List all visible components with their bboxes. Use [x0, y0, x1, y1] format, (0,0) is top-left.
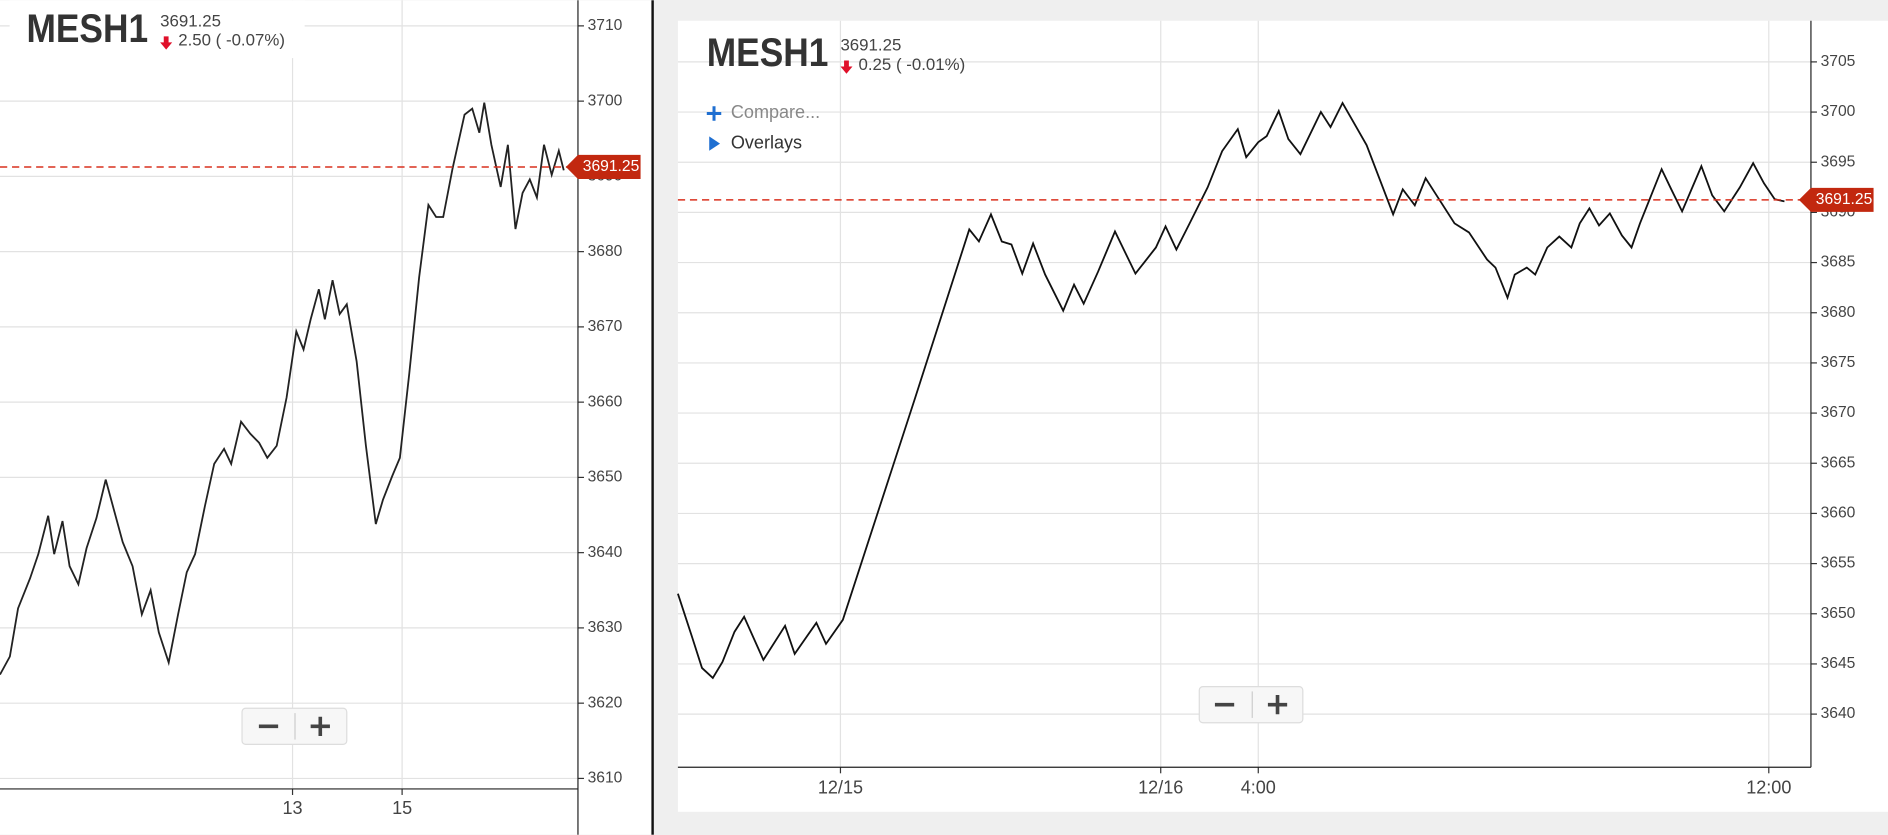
price-line: [0, 102, 565, 676]
down-arrow: [160, 36, 173, 50]
y-tick-label: 3685: [1821, 254, 1856, 271]
price-tag: [565, 154, 641, 180]
y-tick-label: 3680: [588, 243, 623, 260]
y-tick-label: 3675: [1821, 354, 1856, 371]
last-price: 3691.25: [840, 35, 901, 54]
price-line: [677, 101, 1785, 680]
y-tick-label: 3650: [1821, 605, 1856, 622]
y-tick-label: 3620: [588, 694, 623, 711]
right-panel: [677, 20, 1888, 812]
price-tag: [1798, 187, 1874, 212]
y-tick-label: 3670: [1821, 404, 1856, 421]
zoom-box: [1198, 686, 1304, 724]
left-panel: [0, 0, 652, 835]
x-tick-label: 13: [283, 798, 303, 818]
header-box: [9, 0, 305, 59]
y-tick-label: 3700: [588, 92, 623, 109]
y-tick-label: 3650: [588, 469, 623, 486]
x-tick-label: 12:00: [1746, 778, 1791, 798]
y-tick-label: 3700: [1821, 103, 1856, 120]
zoom-box: [241, 707, 348, 746]
overlays-icon[interactable]: [709, 136, 721, 151]
y-tick-label: 3665: [1821, 454, 1856, 471]
down-arrow: [840, 60, 853, 74]
x-tick-label: 12/16: [1138, 778, 1183, 798]
y-tick-label: 3630: [588, 619, 623, 636]
zoom-controls-left[interactable]: [241, 707, 348, 746]
x-tick-label: 15: [392, 798, 412, 818]
zoom-in[interactable]: [1267, 695, 1288, 715]
y-tick-label: 3640: [588, 544, 623, 561]
last-price: 3691.25: [160, 11, 221, 30]
y-tick-label: 3705: [1821, 53, 1856, 70]
chart-title: MESH1: [707, 31, 829, 75]
price-change: 2.50 ( -0.07%): [178, 31, 285, 50]
menu-item[interactable]: Overlays: [731, 132, 802, 152]
y-tick-label: 3670: [588, 318, 623, 335]
y-tick-label: 3655: [1821, 555, 1856, 572]
price-tag-label: 3691.25: [583, 158, 640, 175]
x-tick-label: 4:00: [1241, 778, 1276, 798]
zoom-in[interactable]: [310, 716, 330, 736]
y-tick-label: 3660: [1821, 505, 1856, 522]
divider: [651, 0, 654, 835]
y-tick-label: 3695: [1821, 153, 1856, 170]
zoom-controls-right[interactable]: [1198, 686, 1304, 724]
menu-item[interactable]: Compare...: [731, 102, 820, 122]
y-tick-label: 3710: [588, 17, 623, 34]
y-tick-label: 3640: [1821, 705, 1856, 722]
y-tick-label: 3610: [588, 770, 623, 787]
y-tick-label: 3645: [1821, 655, 1856, 672]
price-change: 0.25 ( -0.01%): [859, 55, 966, 74]
compare-icon[interactable]: [706, 106, 722, 121]
y-tick-label: 3680: [1821, 304, 1856, 321]
chart-title: MESH1: [26, 7, 148, 51]
x-tick-label: 12/15: [818, 778, 863, 798]
price-tag-label: 3691.25: [1816, 191, 1873, 208]
y-tick-label: 3660: [588, 393, 623, 410]
